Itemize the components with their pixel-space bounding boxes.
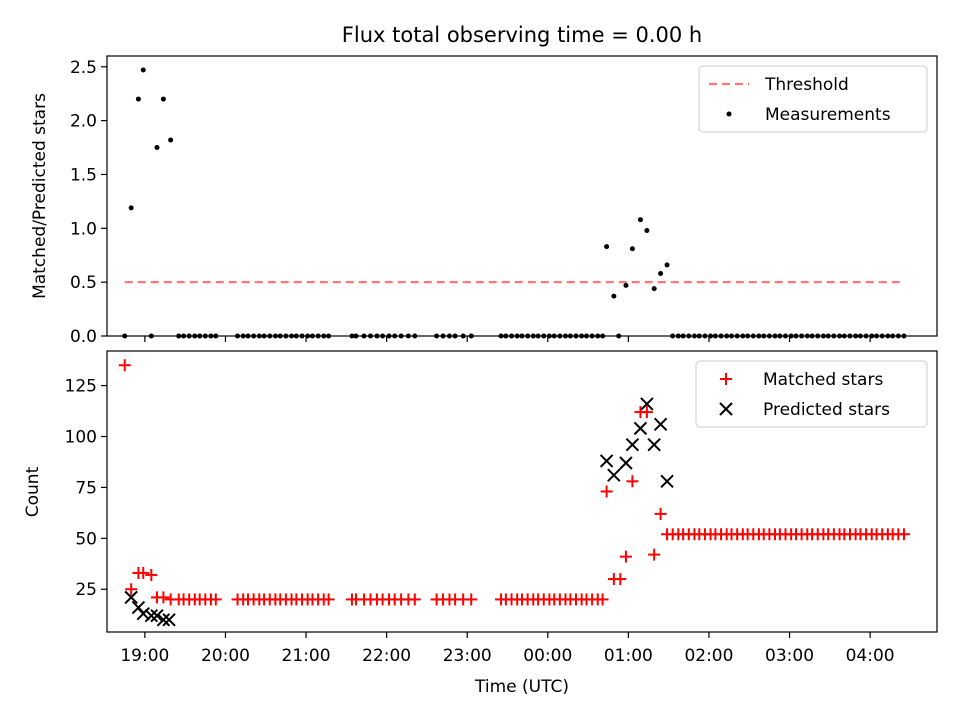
matched-star-point xyxy=(209,593,222,606)
bottom-y-ticks: 25 50 75 100 125 xyxy=(65,377,107,600)
matched-star-point xyxy=(640,406,653,419)
predicted-star-point xyxy=(150,609,164,623)
bottom-y-tick-label: 100 xyxy=(65,428,97,448)
matched-star-point xyxy=(897,528,910,541)
top-subplot: Flux total observing time = 0.00 h Match… xyxy=(30,23,938,347)
matched-star-point xyxy=(654,507,667,520)
top-y-tick-label: 0.5 xyxy=(70,273,97,293)
x-tick-label: 01:00 xyxy=(604,646,653,666)
predicted-star-point xyxy=(619,456,633,470)
top-y-tick-label: 2.0 xyxy=(70,112,97,132)
top-legend-box xyxy=(698,65,928,133)
matched-star-point xyxy=(596,593,609,606)
top-legend: Threshold Measurements xyxy=(698,65,928,133)
matched-star-point xyxy=(118,359,131,372)
predicted-star-point xyxy=(144,609,159,623)
matched-star-point xyxy=(157,591,170,604)
matched-star-point xyxy=(600,485,613,498)
x-axis-label: Time (UTC) xyxy=(474,677,569,697)
measurement-point xyxy=(658,271,664,277)
x-tick-label: 03:00 xyxy=(765,646,814,666)
x-tick-label: 23:00 xyxy=(443,646,492,666)
legend-predicted-label: Predicted stars xyxy=(763,400,890,420)
x-tick-label: 19:00 xyxy=(120,646,169,666)
bottom-plot-area xyxy=(118,359,910,627)
predicted-star-point xyxy=(660,474,674,489)
matched-star-point xyxy=(137,566,150,579)
predicted-star-point xyxy=(625,437,640,452)
matched-star-point xyxy=(145,568,158,581)
x-tick-label: 20:00 xyxy=(201,646,250,666)
measurement-point xyxy=(154,145,160,151)
predicted-star-point xyxy=(156,613,171,627)
top-y-axis-label: Matched/Predicted stars xyxy=(30,93,50,299)
bottom-subplot: Count Time (UTC) 25 50 75 100 125 19:00 20:00… xyxy=(23,350,938,697)
bottom-plot-frame xyxy=(106,350,938,633)
bottom-y-tick-label: 50 xyxy=(75,529,97,549)
x-tick-label: 04:00 xyxy=(846,646,895,666)
measurement-point xyxy=(637,217,643,223)
bottom-legend: Matched stars Predicted stars xyxy=(695,360,928,428)
matched-star-point xyxy=(626,475,639,488)
measurement-point xyxy=(651,286,657,292)
bottom-legend-box xyxy=(695,360,928,428)
legend-matched-swatch xyxy=(720,373,732,385)
predicted-star-point xyxy=(124,590,138,605)
x-tick-label: 02:00 xyxy=(684,646,733,666)
x-tick-label: 00:00 xyxy=(523,646,572,666)
predicted-star-point xyxy=(599,454,614,468)
predicted-star-point xyxy=(633,421,648,436)
matched-star-point xyxy=(125,583,138,596)
bottom-x-ticks: 19:00 20:00 21:00 22:00 23:00 00:00 01:00 02:00… xyxy=(120,632,895,666)
top-plot-frame xyxy=(106,55,938,337)
predicted-star-point xyxy=(653,417,668,432)
measurement-point xyxy=(168,137,174,143)
top-y-tick-label: 2.5 xyxy=(70,58,97,78)
predicted-star-point xyxy=(607,468,621,482)
bottom-y-tick-label: 125 xyxy=(65,377,97,397)
matched-star-point xyxy=(619,550,632,563)
matched-star-point xyxy=(614,573,627,586)
top-y-tick-label: 1.0 xyxy=(70,219,97,239)
measurement-point xyxy=(644,227,650,233)
predicted-star-point xyxy=(640,397,654,411)
matched-star-point xyxy=(322,593,335,606)
measurement-point xyxy=(664,262,670,268)
top-y-tick-label: 1.5 xyxy=(70,165,97,185)
predicted-star-point xyxy=(162,613,176,627)
matched-star-point xyxy=(648,548,661,561)
bottom-y-tick-label: 25 xyxy=(75,580,97,600)
measurement-point xyxy=(160,96,166,102)
predicted-star-point xyxy=(647,437,661,452)
top-y-ticks: 0.0 0.5 1.0 1.5 2.0 2.5 xyxy=(70,58,107,347)
measurement-point xyxy=(604,244,610,250)
measurement-point xyxy=(611,293,617,299)
top-chart-title: Flux total observing time = 0.00 h xyxy=(342,23,702,47)
legend-matched-label: Matched stars xyxy=(763,370,883,390)
top-y-tick-label: 0.0 xyxy=(70,327,97,347)
bottom-y-tick-label: 75 xyxy=(75,478,97,498)
legend-predicted-swatch xyxy=(719,402,733,416)
x-tick-label: 21:00 xyxy=(282,646,331,666)
matched-star-point xyxy=(408,593,421,606)
legend-measurements-label: Measurements xyxy=(765,105,891,125)
legend-measurements-swatch xyxy=(726,111,732,117)
measurement-point xyxy=(135,96,141,102)
measurement-point xyxy=(623,282,629,288)
measurement-point xyxy=(629,246,635,252)
matched-star-point xyxy=(465,593,478,606)
bottom-y-axis-label: Count xyxy=(23,466,43,517)
predicted-star-point xyxy=(136,606,150,621)
measurement-point xyxy=(128,205,134,211)
x-tick-label: 22:00 xyxy=(362,646,411,666)
measurement-point xyxy=(140,67,146,73)
legend-threshold-label: Threshold xyxy=(764,75,849,95)
